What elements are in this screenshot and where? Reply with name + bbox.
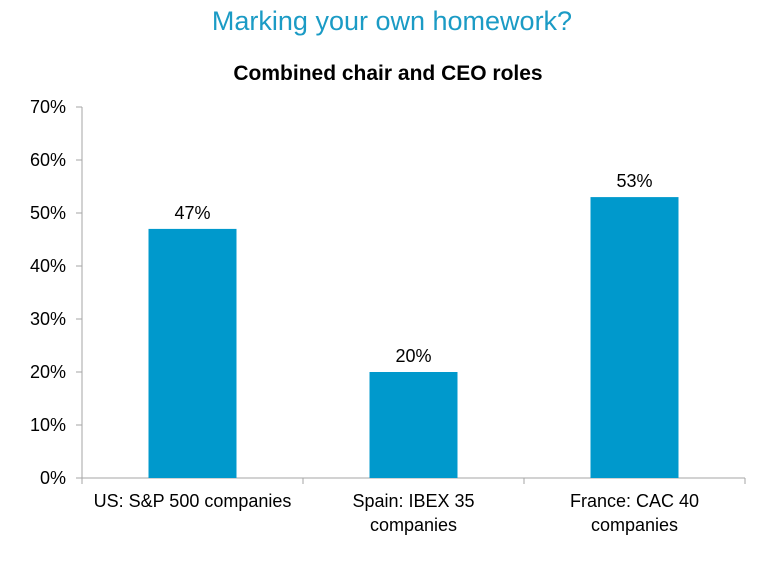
- chart-title: Combined chair and CEO roles: [233, 62, 543, 85]
- data-label: 53%: [616, 171, 652, 191]
- bar: [369, 372, 458, 478]
- category-label: companies: [591, 515, 678, 535]
- page-title: Marking your own homework?: [211, 6, 573, 36]
- data-label: 20%: [395, 346, 431, 366]
- y-tick-label: 70%: [30, 97, 66, 117]
- data-label: 47%: [174, 203, 210, 223]
- bar: [590, 197, 679, 478]
- category-label: Spain: IBEX 35: [352, 491, 474, 511]
- y-tick-label: 30%: [30, 309, 66, 329]
- category-label: companies: [370, 515, 457, 535]
- y-tick-label: 60%: [30, 150, 66, 170]
- category-label: France: CAC 40: [570, 491, 699, 511]
- category-label: US: S&P 500 companies: [94, 491, 292, 511]
- y-tick-label: 0%: [40, 468, 66, 488]
- y-tick-label: 40%: [30, 256, 66, 276]
- y-tick-label: 50%: [30, 203, 66, 223]
- y-tick-label: 10%: [30, 415, 66, 435]
- bar: [148, 228, 237, 478]
- y-tick-label: 20%: [30, 362, 66, 382]
